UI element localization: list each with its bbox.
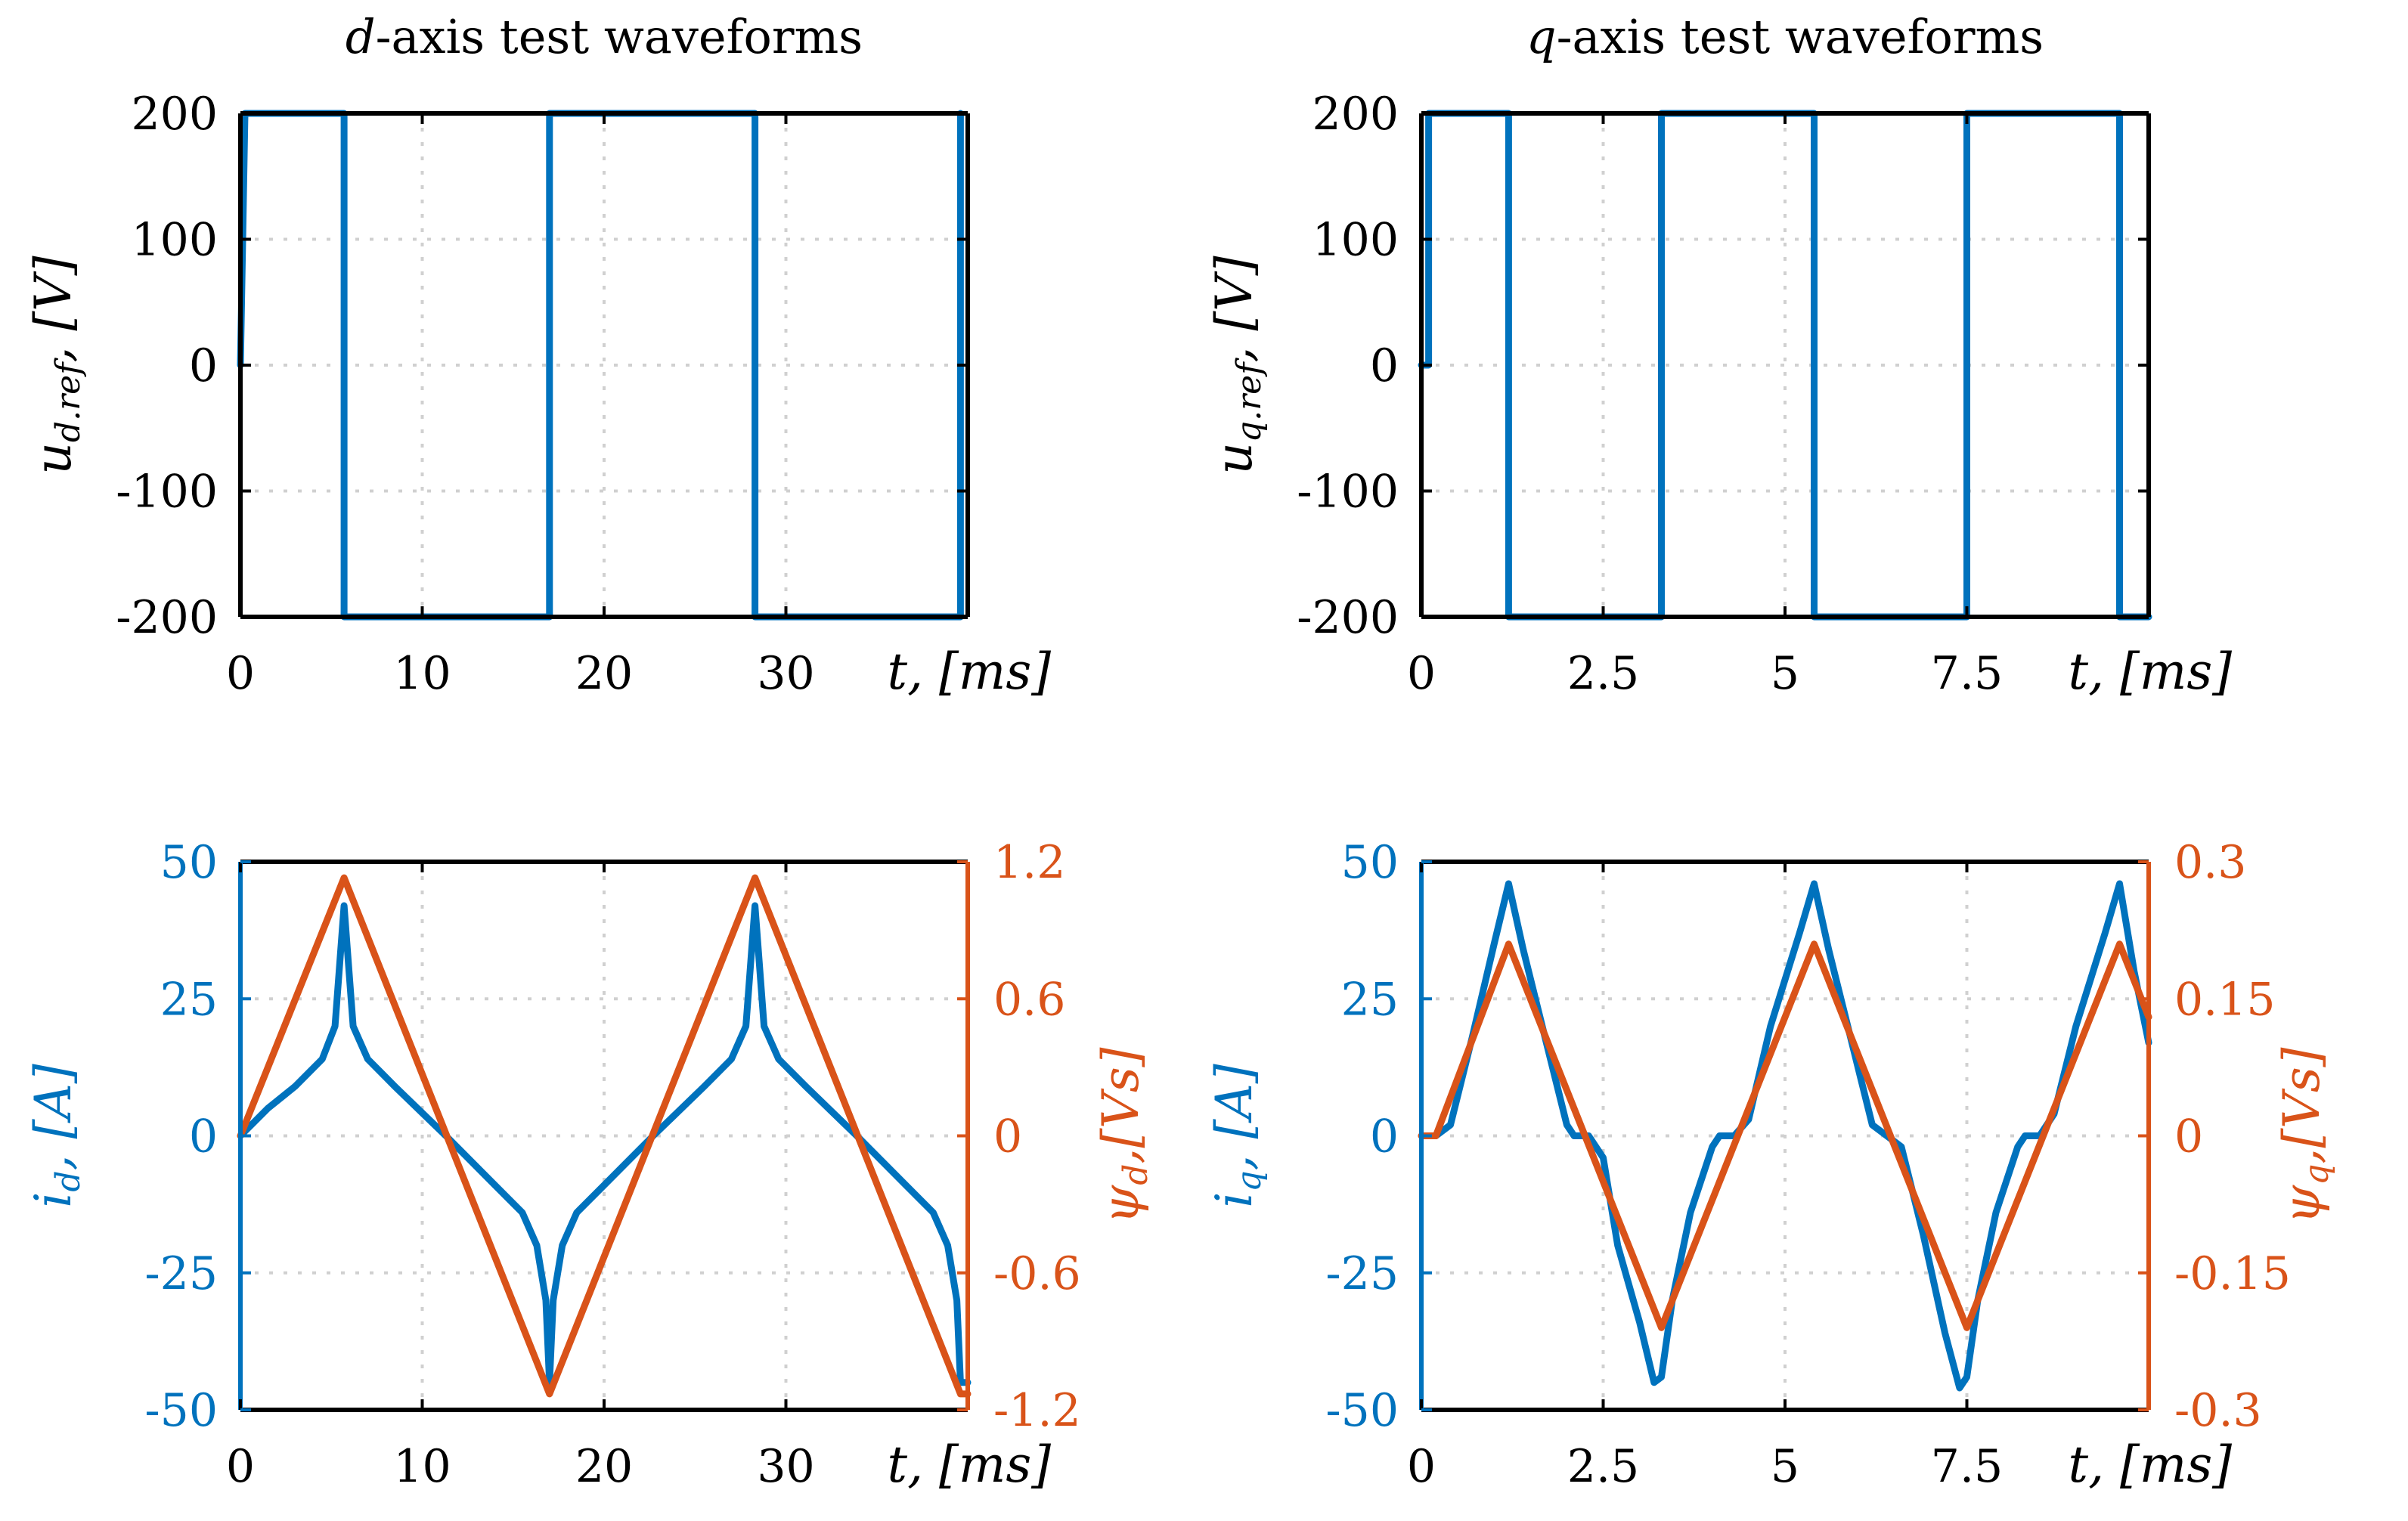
chart-title: d-axis test waveforms [346, 9, 863, 64]
y-tick-label: 0 [189, 1111, 218, 1163]
y-tick-label: 200 [131, 88, 218, 141]
chart-title-rest: -axis test waveforms [1557, 9, 2044, 64]
x-axis-label-unit: , [ms] [2088, 1436, 2232, 1494]
x-axis-label-unit: , [ms] [2088, 643, 2232, 701]
y-axis-label-sub: d [49, 1170, 88, 1191]
y-right-axis-label: ψd,[Vs] [1092, 1047, 1155, 1224]
y-right-tick-label: 0.6 [993, 973, 1065, 1026]
y-right-tick-label: 1.2 [993, 836, 1065, 889]
series-line-psi-q [1418, 940, 2152, 1331]
y-axis-label: id, [A] [24, 1064, 88, 1208]
y-tick-label: 50 [160, 836, 218, 889]
x-tick-label: 20 [575, 1440, 633, 1493]
y-right-tick-label: 0.3 [2174, 836, 2246, 889]
y-axis-label: uq.ref, [V] [1205, 256, 1269, 474]
y-axis-label-sub: d.ref [49, 358, 88, 442]
y-tick-label: 0 [1370, 1111, 1399, 1163]
y-axis-label-unit: , [V] [24, 256, 82, 362]
chart-q-voltage: 0 2.5 5 7.5 200 100 0 -100 -200 q-axis test wavef… [1205, 9, 2232, 701]
x-tick-label: 5 [1771, 1440, 1799, 1493]
x-tick-label: 5 [1771, 647, 1799, 700]
y-tick-label: 0 [1370, 339, 1399, 392]
y-right-tick-label: 0 [993, 1111, 1022, 1163]
y-right-axis-label-unit: ,[Vs] [1092, 1047, 1150, 1163]
y-tick-label: 100 [131, 214, 218, 267]
x-tick-label: 0 [226, 1440, 255, 1493]
y-right-axis-label-sub: q [2298, 1164, 2336, 1185]
series-line-psi-d [237, 874, 972, 1398]
y-tick-label: -100 [1297, 466, 1399, 519]
x-tick-label: 10 [393, 647, 451, 700]
y-tick-label: -50 [144, 1384, 218, 1437]
y-tick-label: 0 [189, 339, 218, 392]
x-axis-label-var: t [888, 643, 908, 701]
y-tick-label: 100 [1312, 214, 1399, 267]
y-right-axis-label-sub: d [1117, 1164, 1155, 1185]
y-right-axis-label: ψq,[Vs] [2273, 1047, 2336, 1224]
y-axis-label-unit: , [A] [24, 1064, 82, 1170]
y-tick-label: -200 [1297, 591, 1399, 644]
y-axis-label-var: u [1205, 442, 1263, 475]
y-axis-label-unit: , [V] [1205, 256, 1263, 362]
y-tick-label: -200 [116, 591, 218, 644]
y-right-tick-label: 0.15 [2174, 973, 2276, 1026]
y-right-axis-label-var: ψ [2273, 1184, 2331, 1224]
y-tick-label: 50 [1341, 836, 1399, 889]
y-axis-label-unit: , [A] [1205, 1064, 1263, 1170]
chart-title-rest: -axis test waveforms [376, 9, 863, 64]
y-axis-label-sub: q [1230, 1170, 1269, 1191]
chart-title: q-axis test waveforms [1526, 9, 2044, 64]
y-tick-label: -25 [144, 1247, 218, 1300]
chart-title-prefix: q [1526, 9, 1557, 64]
x-tick-label: 0 [1407, 647, 1436, 700]
x-axis-label: t, [ms] [2069, 1436, 2233, 1494]
x-tick-label: 2.5 [1567, 647, 1639, 700]
chart-title-prefix: d [346, 9, 376, 64]
series-line-i-d [237, 902, 972, 1386]
y-right-tick-label: -1.2 [993, 1384, 1081, 1437]
y-tick-label: 200 [1312, 88, 1399, 141]
x-tick-label: 20 [575, 647, 633, 700]
x-tick-label: 2.5 [1567, 1440, 1639, 1493]
y-right-tick-label: -0.6 [993, 1247, 1081, 1300]
y-tick-label: 25 [1341, 973, 1399, 1026]
x-axis-label-var: t [888, 1436, 908, 1494]
y-axis-label: iq, [A] [1205, 1064, 1269, 1208]
y-right-tick-label: -0.15 [2174, 1247, 2291, 1300]
x-tick-label: 10 [393, 1440, 451, 1493]
y-right-axis-label-unit: ,[Vs] [2273, 1047, 2331, 1163]
x-tick-label: 7.5 [1931, 1440, 2003, 1493]
x-axis-label-var: t [2069, 1436, 2089, 1494]
chart-d-voltage: 0 10 20 30 200 100 0 -100 -200 d-axis test wavefo… [24, 9, 1051, 701]
x-axis-label-unit: , [ms] [907, 1436, 1051, 1494]
x-axis-label-var: t [2069, 643, 2089, 701]
x-axis-label: t, [ms] [888, 1436, 1052, 1494]
x-tick-label: 0 [1407, 1440, 1436, 1493]
x-axis-label: t, [ms] [888, 643, 1052, 701]
x-tick-label: 30 [757, 1440, 814, 1493]
x-axis-label-unit: , [ms] [907, 643, 1051, 701]
y-axis-label-var: u [24, 442, 82, 475]
y-right-axis-label-var: ψ [1092, 1184, 1150, 1224]
y-right-tick-label: 0 [2174, 1111, 2203, 1163]
x-tick-label: 30 [757, 647, 814, 700]
x-tick-label: 7.5 [1931, 647, 2003, 700]
y-tick-label: -100 [116, 466, 218, 519]
y-tick-label: -50 [1325, 1384, 1399, 1437]
y-tick-label: 25 [160, 973, 218, 1026]
y-axis-label: ud.ref, [V] [24, 256, 88, 474]
series-line-i-q [1418, 880, 2152, 1392]
y-axis-label-sub: q.ref [1230, 358, 1269, 442]
y-axis-label-var: i [1205, 1192, 1263, 1208]
y-axis-label-var: i [24, 1192, 82, 1208]
x-axis-label: t, [ms] [2069, 643, 2233, 701]
x-tick-label: 0 [226, 647, 255, 700]
y-right-tick-label: -0.3 [2174, 1384, 2262, 1437]
y-tick-label: -25 [1325, 1247, 1399, 1300]
